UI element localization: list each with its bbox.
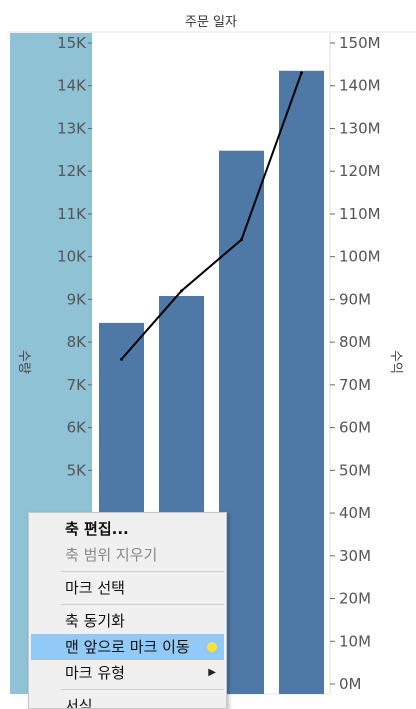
line-point[interactable] bbox=[240, 238, 243, 242]
series-line[interactable] bbox=[120, 72, 303, 360]
menu-separator bbox=[61, 689, 224, 690]
left-axis-tick-label: 5K bbox=[67, 461, 88, 479]
left-axis-tick-label: 9K bbox=[67, 290, 88, 308]
chart-header-band bbox=[0, 0, 416, 32]
right-axis-tick-label: 30M bbox=[339, 547, 371, 565]
right-axis-tick-label: 20M bbox=[339, 590, 371, 608]
menu-item[interactable]: 맨 앞으로 마크 이동 bbox=[31, 634, 224, 660]
menu-item-label: 축 편집... bbox=[65, 520, 129, 538]
bar[interactable] bbox=[279, 70, 324, 694]
right-axis-tick-label: 0M bbox=[339, 675, 362, 693]
menu-separator bbox=[61, 571, 224, 572]
right-axis-tick-label: 40M bbox=[339, 504, 371, 522]
chart-title: 주문 일자 bbox=[185, 15, 237, 30]
menu-item[interactable]: 서식... bbox=[29, 693, 226, 709]
right-axis-tick-label: 90M bbox=[339, 290, 371, 308]
left-axis-tick-label: 15K bbox=[57, 34, 87, 52]
left-axis-label: 수량 bbox=[16, 350, 31, 374]
left-axis-tick-label: 13K bbox=[57, 119, 87, 137]
right-axis-tick-label: 110M bbox=[339, 205, 381, 223]
menu-item: 축 범위 지우기 bbox=[29, 542, 226, 568]
line-point[interactable] bbox=[300, 71, 303, 75]
menu-item-label: 마크 유형 bbox=[65, 664, 125, 682]
right-axis-tick-label: 130M bbox=[339, 119, 381, 137]
menu-item[interactable]: 마크 유형 ▶ bbox=[29, 660, 226, 686]
left-axis-tick-label: 8K bbox=[67, 333, 88, 351]
right-axis-tick-label: 50M bbox=[339, 461, 371, 479]
menu-item[interactable]: 축 편집... bbox=[29, 516, 226, 542]
right-axis-tick-label: 150M bbox=[339, 34, 381, 52]
right-axis-tick-label: 70M bbox=[339, 376, 371, 394]
submenu-arrow-icon: ▶ bbox=[208, 667, 216, 678]
menu-separator bbox=[61, 604, 224, 605]
right-axis-tick-label: 60M bbox=[339, 419, 371, 437]
menu-item-label: 축 동기화 bbox=[65, 612, 125, 630]
cursor-highlight-icon bbox=[207, 642, 217, 652]
menu-item-label: 축 범위 지우기 bbox=[65, 546, 158, 564]
right-axis-tick-label: 120M bbox=[339, 162, 381, 180]
menu-item[interactable]: 축 동기화 bbox=[29, 608, 226, 634]
right-axis-tick-label: 140M bbox=[339, 77, 381, 95]
left-axis-tick-label: 14K bbox=[57, 77, 87, 95]
right-axis-tick-label: 10M bbox=[339, 632, 371, 650]
menu-item-label: 마크 선택 bbox=[65, 579, 125, 597]
menu-item-label: 서식... bbox=[65, 697, 107, 709]
left-axis-tick-label: 11K bbox=[57, 205, 87, 223]
left-axis-tick-label: 10K bbox=[57, 248, 87, 266]
left-axis-tick-label: 6K bbox=[67, 419, 88, 437]
right-axis-tick-label: 80M bbox=[339, 333, 371, 351]
menu-item-label: 맨 앞으로 마크 이동 bbox=[65, 638, 190, 656]
left-axis-tick-label: 12K bbox=[57, 162, 87, 180]
right-axis-label: 수익 bbox=[388, 350, 403, 374]
left-axis-tick-label: 7K bbox=[67, 376, 88, 394]
line-point[interactable] bbox=[180, 289, 183, 293]
line-point[interactable] bbox=[120, 357, 123, 361]
menu-item[interactable]: 마크 선택 bbox=[29, 575, 226, 601]
right-axis-tick-label: 100M bbox=[339, 248, 381, 266]
